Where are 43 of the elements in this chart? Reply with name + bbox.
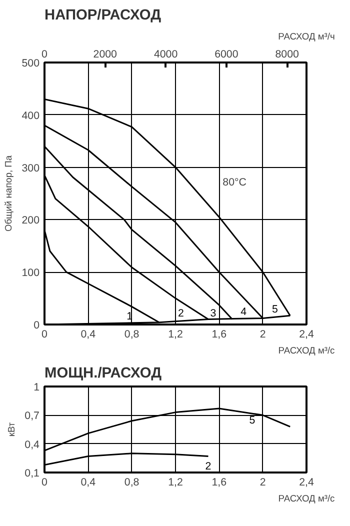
x-tick-label: 0 bbox=[42, 328, 48, 340]
x2-axis-title: РАСХОД м³/ч bbox=[278, 32, 335, 42]
x2-tick-label: 4000 bbox=[154, 48, 178, 60]
y-axis-title: Общий напор, Па bbox=[4, 154, 14, 232]
x-tick-label: 2,4 bbox=[299, 476, 314, 488]
series-label: 5 bbox=[249, 414, 256, 427]
y-tick-label: 0 bbox=[34, 320, 40, 332]
series-label: 3 bbox=[210, 307, 216, 320]
series-label: 4 bbox=[240, 306, 247, 318]
x-tick-label: 0,4 bbox=[80, 476, 96, 488]
y-tick-label: 1 bbox=[34, 382, 40, 394]
chart-title: МОЩН./РАСХОД bbox=[44, 366, 162, 382]
x-tick-label: 1,6 bbox=[212, 476, 227, 488]
x-tick-label: 1,2 bbox=[168, 476, 183, 488]
x-tick-label: 0,4 bbox=[80, 328, 96, 340]
x-tick-label: 2,4 bbox=[299, 328, 314, 340]
chart-title: НАПОР/РАСХОД bbox=[44, 8, 162, 24]
annotation: 80°C bbox=[222, 176, 247, 188]
x2-tick-label: 2000 bbox=[93, 48, 118, 60]
x2-tick-label: 8000 bbox=[275, 48, 300, 60]
y-tick-label: 400 bbox=[22, 110, 40, 122]
y-tick-label: 0,7 bbox=[24, 410, 40, 422]
y-tick-label: 0,4 bbox=[24, 438, 40, 451]
x-tick-label: 1,2 bbox=[168, 328, 183, 340]
y-tick-label: 300 bbox=[22, 162, 40, 174]
x2-tick-label: 6000 bbox=[214, 48, 238, 60]
x-tick-label: 0,8 bbox=[124, 328, 140, 340]
y-axis-title: кВт bbox=[6, 422, 17, 437]
y-tick-label: 0,1 bbox=[24, 468, 40, 480]
y-tick-label: 100 bbox=[22, 267, 40, 280]
x-tick-label: 0,8 bbox=[124, 476, 140, 488]
x-tick-label: 2 bbox=[260, 328, 266, 340]
x-axis-title: РАСХОД м³/с bbox=[278, 494, 336, 504]
x-axis-title: РАСХОД м³/с bbox=[278, 346, 336, 356]
y-tick-label: 500 bbox=[22, 58, 40, 70]
series-label: 5 bbox=[272, 304, 278, 316]
series-label: 2 bbox=[178, 307, 184, 320]
x-tick-label: 0 bbox=[42, 476, 48, 488]
series-label: 2 bbox=[205, 460, 212, 472]
y-tick-label: 200 bbox=[22, 214, 40, 227]
x2-tick-label: 0 bbox=[42, 48, 48, 60]
x-tick-label: 1,6 bbox=[212, 328, 227, 340]
x-tick-label: 2 bbox=[260, 476, 266, 488]
